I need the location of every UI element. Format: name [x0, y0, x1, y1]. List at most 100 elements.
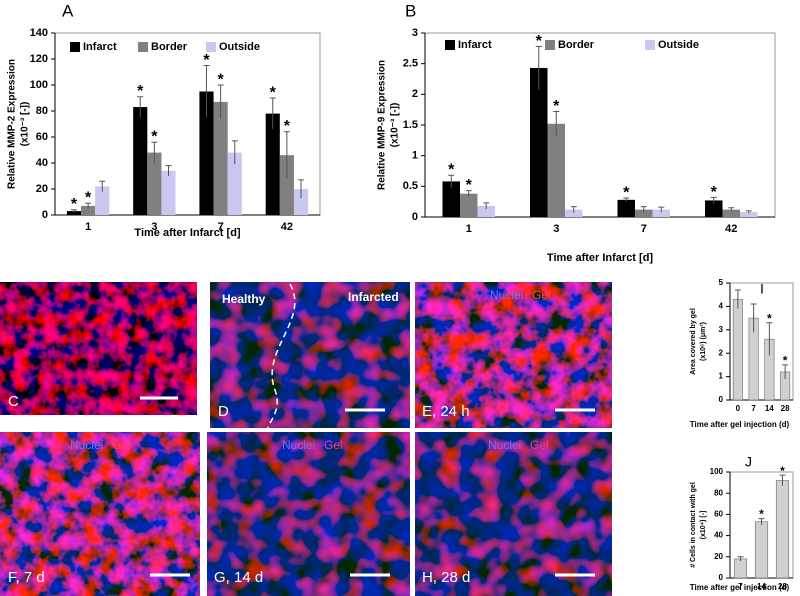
bar	[66, 211, 82, 215]
y-tick-label: 120	[30, 53, 48, 65]
y-tick-label: 60	[36, 131, 48, 143]
y-tick-label: 40	[36, 157, 48, 169]
error-bar	[758, 518, 765, 525]
significance-mark: *	[759, 507, 764, 521]
significance-mark: *	[85, 190, 92, 207]
bar	[733, 558, 748, 579]
micrograph	[0, 282, 197, 415]
x-axis-label: Time after gel injection (d)	[690, 583, 790, 592]
panel-label: G, 14 d	[214, 569, 263, 586]
error-bar	[70, 209, 77, 213]
x-tick-label: 14	[757, 582, 766, 591]
bar	[547, 123, 565, 217]
panel-e: Nuclei Gel E, 24 h	[415, 282, 612, 428]
bar	[81, 205, 96, 215]
x-tick-label: 0	[736, 404, 741, 413]
y-tick-label: 2.5	[403, 58, 418, 70]
y-axis-label: (x10⁴) [-]	[700, 511, 707, 540]
micrograph	[415, 282, 612, 428]
x-tick-label: 3	[553, 223, 559, 235]
significance-mark: *	[623, 184, 630, 201]
error-bar	[298, 179, 305, 199]
y-tick-label: 1.5	[403, 119, 418, 131]
error-bar	[737, 556, 744, 562]
bar	[213, 101, 228, 215]
legend-swatch	[138, 42, 148, 52]
x-axis-label: Time after gel injection (d)	[690, 420, 790, 429]
panel-letter: A	[62, 1, 74, 20]
error-bar	[640, 206, 647, 213]
significance-mark: *	[711, 184, 718, 201]
x-tick-label: 7	[751, 404, 756, 413]
bar	[635, 209, 653, 217]
significance-mark: *	[767, 311, 772, 325]
border-line	[267, 283, 296, 429]
panel-label: H, 28 d	[422, 569, 470, 586]
y-axis-label: # Cells in contact with gel	[690, 482, 697, 568]
error-bar	[231, 140, 238, 165]
significance-mark: *	[203, 52, 210, 69]
y-tick-label: 100	[30, 79, 48, 91]
bar	[227, 152, 242, 215]
y-axis-label: Relative MMP-9 Expression	[377, 60, 388, 190]
error-bar	[710, 196, 717, 204]
micrograph	[0, 432, 200, 596]
stain-label: Gel	[324, 438, 343, 452]
error-bar	[623, 197, 630, 202]
stain-label: Gel	[532, 288, 551, 302]
x-tick-label: 7	[218, 221, 224, 233]
y-tick-label: 5	[719, 278, 724, 287]
bar	[754, 521, 769, 579]
bar	[161, 170, 176, 215]
panel-f: Nuclei Gel F, 7 d	[0, 432, 200, 596]
bar	[652, 209, 670, 217]
bar	[732, 299, 743, 401]
error-bar	[779, 474, 786, 486]
y-tick-label: 3	[412, 27, 418, 39]
stain-label: Nuclei	[488, 438, 521, 452]
significance-mark: *	[783, 353, 788, 367]
error-bar	[283, 131, 290, 179]
error-bar	[535, 45, 542, 90]
error-bar	[269, 97, 276, 130]
legend-label: Infarct	[83, 41, 117, 53]
stain-label: Nuclei	[70, 438, 103, 452]
x-tick-label: 7	[641, 223, 647, 235]
y-tick-label: 20	[36, 183, 48, 195]
error-bar	[553, 111, 560, 137]
significance-mark: *	[270, 84, 277, 101]
bar	[442, 181, 460, 217]
significance-mark: *	[71, 196, 78, 213]
x-tick-label: 42	[725, 223, 737, 235]
bar	[279, 155, 294, 215]
bar	[740, 212, 758, 217]
panel-letter: B	[405, 1, 416, 20]
error-bar	[745, 210, 752, 214]
panel-letter: J	[745, 454, 752, 470]
bar	[705, 200, 723, 217]
x-tick-label: 1	[85, 221, 91, 233]
micrograph	[210, 282, 410, 428]
significance-mark: *	[780, 464, 785, 478]
stain-label: Gel	[112, 438, 131, 452]
y-tick-label: 100	[710, 467, 724, 476]
bar	[95, 186, 110, 215]
stain-label: Nuclei	[490, 288, 523, 302]
bar	[460, 193, 478, 217]
legend-swatch	[70, 42, 80, 52]
y-tick-label: 0	[719, 573, 724, 582]
panel-label: D	[218, 403, 229, 420]
legend-swatch	[445, 40, 455, 50]
y-tick-label: 0	[42, 209, 48, 221]
region-label: Healthy	[222, 292, 266, 306]
error-bar	[570, 206, 577, 213]
legend-label: Outside	[658, 39, 699, 51]
bar	[722, 209, 740, 217]
x-axis-label: Time after Infarct [d]	[547, 252, 653, 264]
significance-mark: *	[553, 98, 560, 115]
legend-label: Outside	[219, 41, 260, 53]
y-tick-label: 1	[412, 150, 418, 162]
stain-label: Nuclei	[282, 438, 315, 452]
error-bar	[465, 190, 472, 197]
